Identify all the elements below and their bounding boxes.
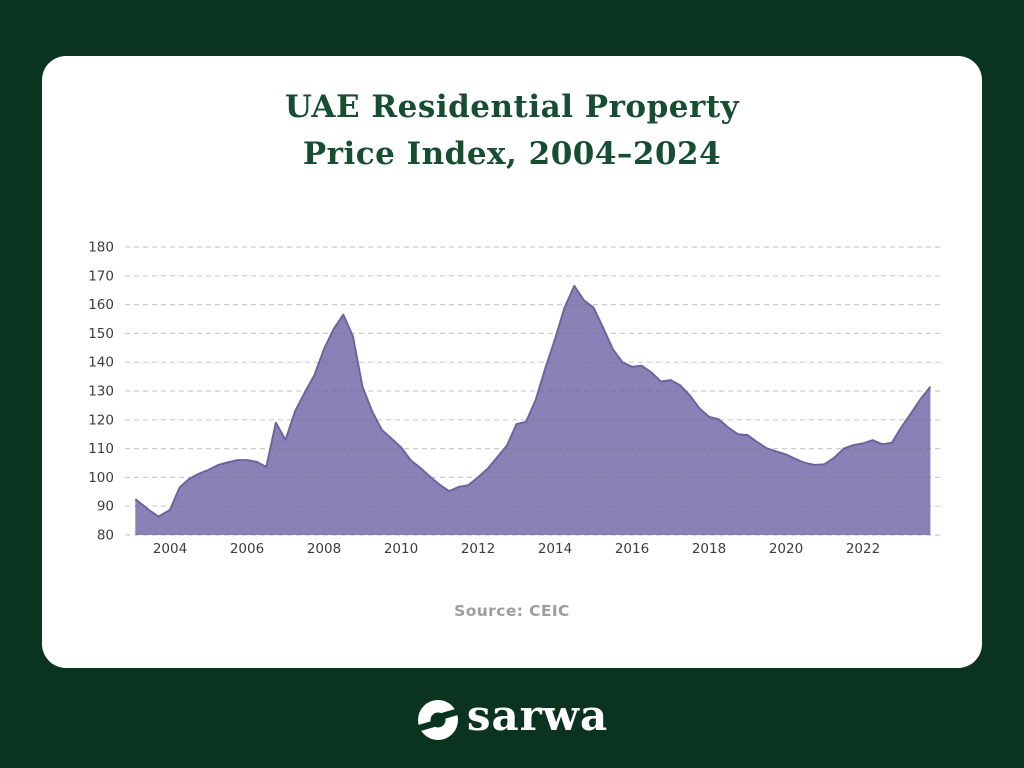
y-tick-label: 90 <box>97 499 114 515</box>
y-tick-label: 180 <box>88 240 114 256</box>
page-title-line1: UAE Residential Property <box>284 89 740 125</box>
x-tick-label: 2020 <box>769 541 803 557</box>
y-tick-label: 100 <box>88 470 114 486</box>
source-label: Source: CEIC <box>454 602 570 620</box>
price-area-series <box>134 284 932 535</box>
y-tick-label: 130 <box>88 384 114 400</box>
x-tick-label: 2016 <box>615 541 649 557</box>
y-tick-label: 150 <box>88 326 114 342</box>
y-tick-label: 160 <box>88 297 114 313</box>
y-gridlines <box>125 246 940 536</box>
sarwa-logo-icon <box>415 700 460 740</box>
x-tick-label: 2006 <box>230 541 264 557</box>
y-tick-label: 80 <box>97 528 114 544</box>
x-tick-label: 2012 <box>461 541 495 557</box>
x-axis-labels: 2004 2006 2008 2010 2012 2014 2016 2018 2020 2022 <box>153 541 880 557</box>
page-title: UAE Residential Property Price Index, 20… <box>42 84 982 178</box>
price-line <box>134 284 932 518</box>
y-tick-label: 170 <box>88 268 114 284</box>
x-tick-label: 2008 <box>307 541 341 557</box>
page-title-line2: Price Index, 2004–2024 <box>302 136 722 172</box>
x-tick-label: 2022 <box>846 541 880 557</box>
y-tick-label: 120 <box>88 412 114 428</box>
brand-logo: sarwa <box>0 668 1024 768</box>
x-tick-label: 2010 <box>384 541 418 557</box>
x-tick-label: 2014 <box>538 541 572 557</box>
y-axis-labels: 80 90 100 110 120 130 140 150 160 170 180 <box>88 240 114 544</box>
y-tick-label: 140 <box>88 355 114 371</box>
chart-card: UAE Residential Property Price Index, 20… <box>42 56 982 668</box>
x-tick-label: 2004 <box>153 541 187 557</box>
sarwa-wordmark: sarwa <box>466 691 609 740</box>
y-tick-label: 110 <box>88 441 114 457</box>
x-tick-label: 2018 <box>692 541 726 557</box>
